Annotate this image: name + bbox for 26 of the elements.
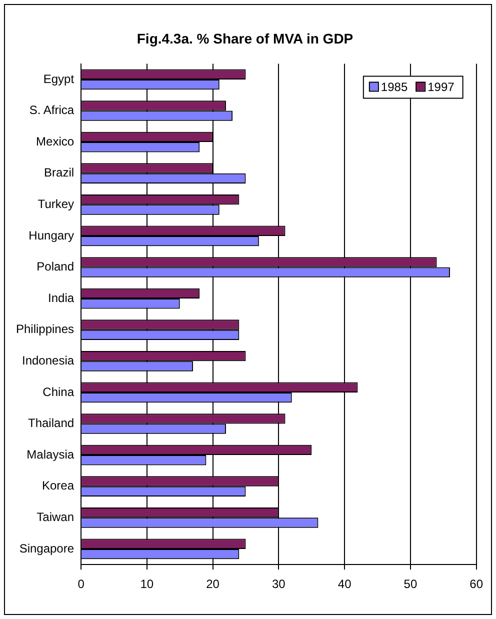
x-tick-label: 20	[206, 577, 220, 592]
y-tick-label: Singapore	[19, 541, 74, 556]
x-tick-label: 40	[338, 577, 352, 592]
x-tick-label: 50	[404, 577, 418, 592]
y-tick-label: Turkey	[38, 196, 74, 211]
y-tick-label: India	[48, 290, 74, 305]
y-tick-label: Korea	[42, 478, 74, 493]
legend-label: 1985	[380, 80, 408, 94]
x-tick-label: 60	[470, 577, 484, 592]
y-tick-label: Indonesia	[22, 353, 74, 368]
legend-label: 1997	[428, 80, 455, 94]
x-tick-label: 10	[140, 577, 154, 592]
y-tick-label: Poland	[36, 260, 74, 274]
y-tick-label: Brazil	[44, 166, 74, 180]
y-tick-label: S. Africa	[29, 103, 74, 118]
y-tick-label: China	[42, 384, 74, 399]
x-tick-label: 0	[78, 577, 85, 592]
y-tick-label: Hungary	[28, 228, 74, 242]
y-tick-label: Egypt	[43, 72, 75, 86]
y-tick-label: Philippines	[16, 322, 74, 336]
y-tick-label: Malaysia	[26, 447, 74, 462]
chart-title: Fig.4.3a. % Share of MVA in GDP	[136, 30, 354, 46]
y-tick-label: Taiwan	[36, 510, 74, 524]
y-tick-label: Thailand	[28, 416, 74, 430]
y-tick-label: Mexico	[36, 134, 74, 148]
x-tick-label: 30	[272, 577, 286, 592]
